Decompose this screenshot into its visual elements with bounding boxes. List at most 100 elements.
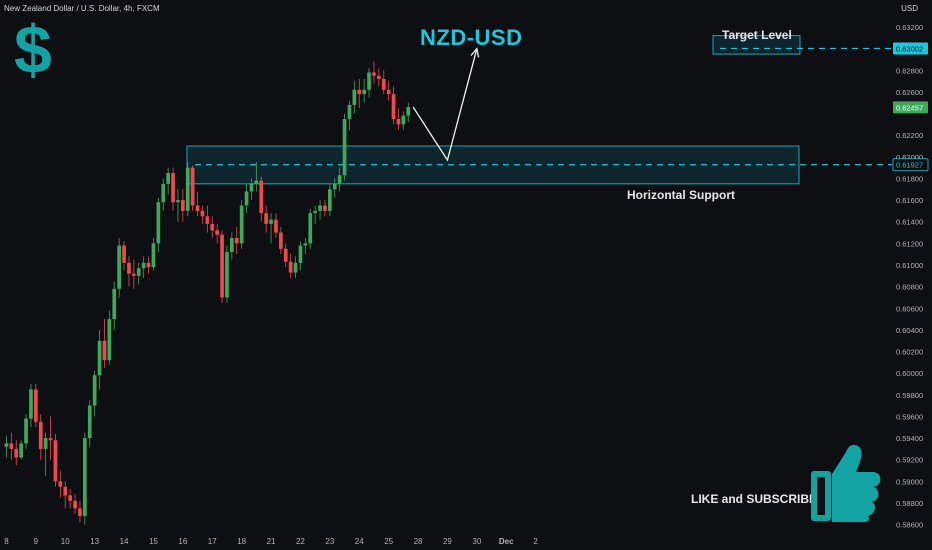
candle-body	[283, 248, 288, 262]
y-tick-label: 0.61200	[896, 239, 923, 248]
x-tick-label: 10	[61, 537, 70, 546]
candle-body	[14, 448, 19, 458]
candle-body	[323, 205, 327, 211]
projection-arrowhead	[470, 47, 480, 58]
support-price-badge	[892, 158, 929, 172]
x-tick-label: 15	[149, 537, 158, 546]
thumbs-up-icon	[811, 444, 881, 522]
candle-body	[362, 89, 366, 95]
target-zone	[712, 35, 801, 55]
candle-body	[357, 89, 362, 95]
candle-body	[176, 200, 180, 203]
x-tick-label: 14	[120, 537, 129, 546]
candle-body	[205, 216, 210, 224]
candle-body	[308, 213, 313, 244]
y-tick-label: 0.61600	[896, 196, 923, 205]
candle-body	[318, 205, 322, 211]
x-tick-label: 28	[414, 537, 423, 546]
candle-body	[337, 175, 342, 184]
candle-body	[151, 243, 156, 268]
last-price-badge	[893, 101, 928, 114]
x-tick-label: 22	[296, 537, 305, 546]
candle-body	[107, 319, 112, 361]
candle-body	[127, 262, 131, 274]
candle-body	[303, 243, 308, 246]
y-tick-label: 0.61400	[896, 218, 923, 227]
candle-body	[279, 232, 283, 249]
x-tick-label: 2	[533, 537, 538, 546]
candle-body	[141, 262, 146, 269]
candle-body	[244, 191, 249, 206]
candle-body	[288, 261, 293, 273]
candle-body	[68, 495, 72, 501]
dollar-sign-icon: $	[14, 12, 52, 88]
candle-body	[372, 72, 376, 76]
candle-body	[19, 443, 23, 458]
candle-body	[347, 104, 352, 119]
y-tick-label: 0.60600	[896, 304, 923, 313]
chart-title: NZD-USD	[420, 25, 523, 50]
symbol-header: New Zealand Dollar / U.S. Dollar, 4h, FX…	[4, 4, 160, 13]
y-tick-label: 0.58800	[896, 499, 923, 508]
candle-body	[58, 481, 63, 487]
candle-body	[185, 167, 190, 211]
candle-body	[97, 340, 102, 376]
candle-body	[352, 89, 357, 105]
candle-body	[29, 389, 33, 419]
x-tick-label: 21	[267, 537, 276, 546]
candle-body	[78, 508, 82, 516]
y-tick-label: 0.62800	[896, 66, 923, 75]
candle-body	[210, 223, 215, 231]
candle-body	[220, 234, 224, 298]
y-tick-label: 0.59800	[896, 391, 923, 400]
candle-body	[249, 183, 254, 192]
y-tick-label: 0.61927	[896, 161, 923, 170]
target-level-label: Target Level	[722, 28, 792, 42]
x-tick-label: 17	[208, 537, 217, 546]
candle-body	[328, 189, 332, 211]
y-tick-label: 0.63002	[896, 44, 923, 53]
candle-body	[377, 75, 381, 79]
candle-body	[293, 262, 298, 273]
x-tick-label: 16	[178, 537, 187, 546]
candle-body	[146, 262, 151, 268]
candle-body	[38, 421, 43, 449]
x-tick-label: 29	[443, 537, 452, 546]
candle-body	[274, 219, 278, 233]
candle-body	[4, 443, 9, 447]
candle-body	[73, 500, 77, 509]
y-tick-label: 0.63200	[896, 23, 923, 32]
y-tick-label: 0.61800	[896, 174, 923, 183]
candle-body	[332, 183, 337, 190]
x-tick-label: 13	[90, 537, 99, 546]
candle-body	[102, 340, 107, 361]
candle-body	[34, 389, 38, 422]
candle-body	[156, 202, 161, 244]
candle-body	[122, 245, 126, 263]
x-tick-label: 30	[472, 537, 481, 546]
x-tick-label: 8	[4, 537, 9, 546]
y-tick-label: 0.62600	[896, 88, 923, 97]
candle-body	[259, 180, 264, 214]
candle-body	[24, 418, 28, 444]
candle-body	[92, 375, 97, 406]
candle-body	[386, 89, 391, 95]
candle-body	[171, 173, 175, 203]
candle-body	[43, 438, 48, 449]
like-subscribe-label: LIKE and SUBSCRIBE	[691, 492, 818, 506]
candle-body	[132, 273, 136, 276]
y-tick-label: 0.60200	[896, 348, 923, 357]
candle-body	[63, 486, 68, 496]
y-tick-label: 0.62200	[896, 131, 923, 140]
candle-body	[53, 440, 58, 482]
y-tick-label: 0.60000	[896, 369, 923, 378]
candle-body	[313, 210, 317, 214]
candle-body	[367, 72, 371, 90]
candle-body	[200, 210, 205, 217]
y-tick-label: 0.58600	[896, 521, 923, 530]
target-price-badge	[893, 42, 928, 55]
candle-body	[117, 245, 121, 289]
candle-body	[136, 268, 141, 276]
